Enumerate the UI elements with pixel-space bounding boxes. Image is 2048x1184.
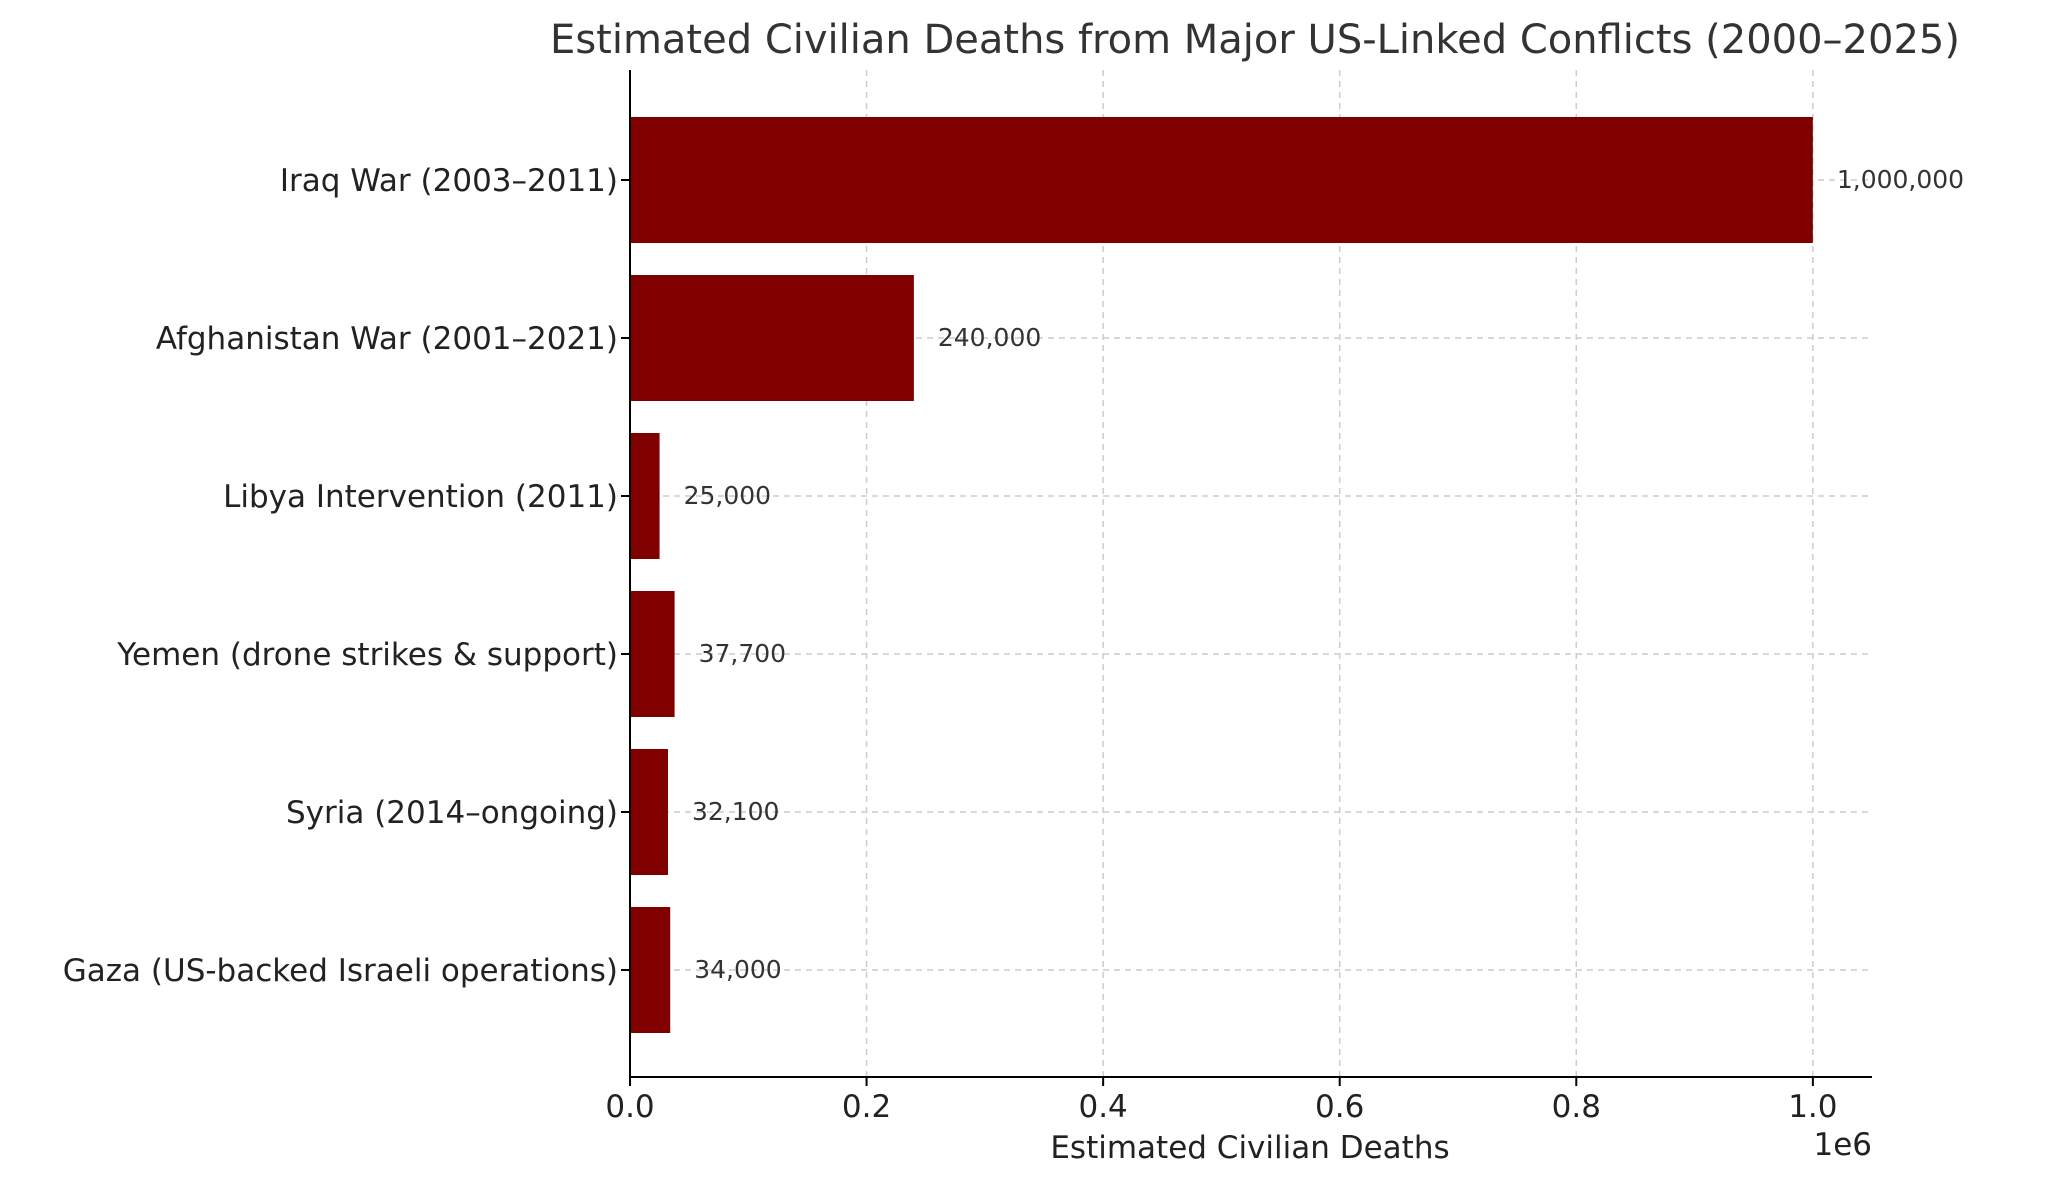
- bar-value-label: 37,700: [699, 639, 786, 668]
- x-tick-label: 0.8: [1552, 1089, 1601, 1125]
- y-tick-label: Libya Intervention (2011): [223, 479, 618, 515]
- chart-title: Estimated Civilian Deaths from Major US-…: [550, 17, 1960, 63]
- bar: [630, 591, 675, 717]
- x-tick-label: 0.0: [605, 1089, 654, 1125]
- bar-value-label: 34,000: [694, 955, 781, 984]
- y-tick-label: Iraq War (2003–2011): [280, 163, 618, 199]
- data-labels: 1,000,000 240,000 25,000 37,700 32,100 34,000: [684, 165, 1965, 984]
- y-tick-label: Syria (2014–ongoing): [286, 795, 618, 831]
- bar-value-label: 32,100: [692, 797, 779, 826]
- axes: [629, 70, 1872, 1078]
- bar: [630, 433, 660, 559]
- tick-labels: 0.0 0.2 0.4 0.6 0.8 1.0 Iraq War (2003–2011) Af…: [63, 163, 1838, 1125]
- y-tick-label: Afghanistan War (2001–2021): [156, 321, 618, 357]
- y-tick-label: Yemen (drone strikes & support): [116, 637, 618, 673]
- bar: [630, 117, 1813, 243]
- x-tick-label: 0.6: [1315, 1089, 1364, 1125]
- bars: [630, 117, 1813, 1033]
- bar: [630, 907, 671, 1033]
- bar-value-label: 25,000: [684, 481, 771, 510]
- bar: [630, 275, 914, 401]
- bar-value-label: 1,000,000: [1837, 165, 1964, 194]
- y-tick-label: Gaza (US-backed Israeli operations): [63, 953, 618, 989]
- bar-value-label: 240,000: [938, 323, 1041, 352]
- x-tick-label: 0.4: [1078, 1089, 1127, 1125]
- x-tick-label: 1.0: [1788, 1089, 1837, 1125]
- bar: [630, 749, 668, 875]
- x-axis-offset-label: 1e6: [1813, 1127, 1872, 1163]
- x-tick-label: 0.2: [842, 1089, 891, 1125]
- x-axis-label: Estimated Civilian Deaths: [1050, 1130, 1449, 1166]
